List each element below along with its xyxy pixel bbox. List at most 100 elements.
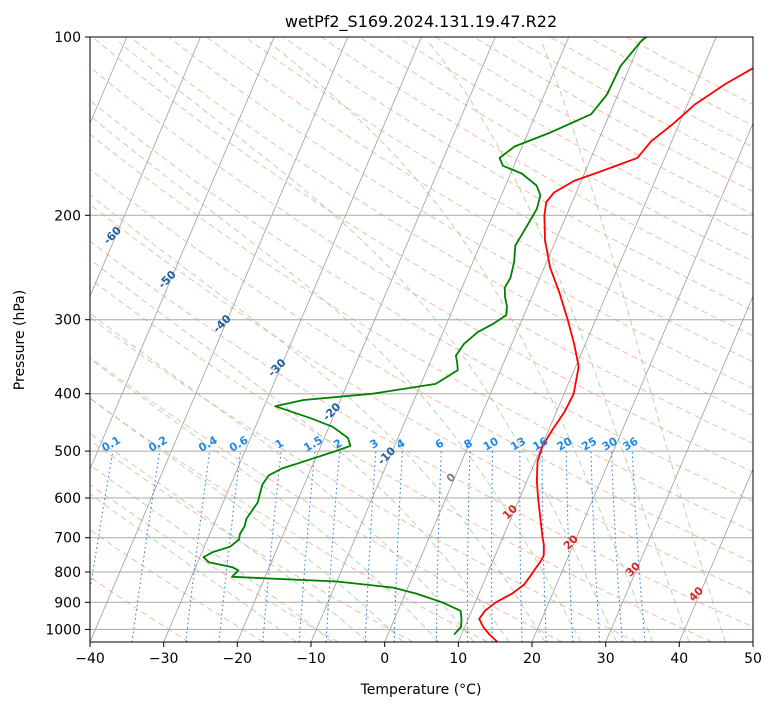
dry-adiabat xyxy=(90,576,190,642)
moist-adiabat-label: 30 xyxy=(623,559,643,579)
y-tick-label: 900 xyxy=(54,595,81,611)
mixing-ratio-line xyxy=(218,451,241,642)
isotherm xyxy=(752,640,753,642)
dry-adiabat xyxy=(359,37,753,263)
isotherm xyxy=(310,37,570,642)
mixing-ratio-label: 3 xyxy=(368,437,381,452)
x-tick-label: −40 xyxy=(75,651,105,667)
mixing-ratio-line xyxy=(325,451,341,642)
moist-adiabat xyxy=(268,41,654,642)
isotherm xyxy=(384,37,643,642)
tick-layer: −40 −30 −20 −10 0 10 20 30 40 5010020030040050060… xyxy=(45,30,762,667)
dry-adiabat xyxy=(90,483,339,642)
mixing-ratio-line xyxy=(262,451,282,642)
mixing-ratio-line xyxy=(631,451,646,642)
x-tick-label: −10 xyxy=(296,651,326,667)
moist-adiabat-label: 20 xyxy=(561,532,581,552)
dry-adiabat-label: -30 xyxy=(265,356,288,379)
moist-adiabat xyxy=(90,493,297,642)
x-tick-label: 40 xyxy=(670,651,688,667)
isotherm xyxy=(90,37,201,298)
moist-adiabat xyxy=(428,41,690,642)
y-tick-label: 100 xyxy=(54,30,81,46)
dry-adiabat xyxy=(90,397,488,642)
x-tick-label: −20 xyxy=(223,651,253,667)
moist-adiabat xyxy=(90,358,439,642)
dry-adiabat-label: -60 xyxy=(101,224,124,247)
mixing-ratio-line xyxy=(435,451,442,642)
mixing-ratio-label: 4 xyxy=(394,436,407,451)
isotherm xyxy=(90,37,275,471)
isotherm xyxy=(163,37,422,642)
dry-adiabat-label: -20 xyxy=(320,400,343,423)
dry-adiabat-label: -50 xyxy=(156,268,179,291)
moist-adiabat xyxy=(541,41,727,642)
isotherm xyxy=(236,37,496,642)
isotherm xyxy=(605,295,753,642)
mixing-ratio-line xyxy=(393,451,403,642)
isotherm xyxy=(678,468,753,642)
dry-adiabat xyxy=(244,37,753,337)
y-tick-label: 400 xyxy=(54,387,81,403)
moist-adiabat xyxy=(118,41,618,642)
dry-adiabat-label: -80 xyxy=(0,135,14,158)
y-tick-label: 800 xyxy=(54,565,81,581)
isotherm xyxy=(457,37,717,642)
moist-adiabat xyxy=(90,432,368,642)
mixing-ratio-line xyxy=(364,451,377,642)
moist-adiabat xyxy=(90,115,582,642)
dry-adiabat xyxy=(91,37,753,445)
dry-adiabat xyxy=(90,529,264,642)
dry-adiabat xyxy=(282,37,753,312)
isotherm xyxy=(90,37,349,642)
y-tick-label: 700 xyxy=(54,531,81,547)
y-tick-label: 500 xyxy=(54,444,81,460)
moist-adiabat-label: 0 xyxy=(444,470,459,485)
dry-adiabat xyxy=(130,37,753,417)
y-axis-label: Pressure (hPa) xyxy=(12,290,28,390)
mixing-ratio-line xyxy=(185,451,211,642)
mixing-ratio-line xyxy=(131,451,161,642)
mixing-ratio-label: 1 xyxy=(273,437,286,452)
y-tick-label: 1000 xyxy=(45,622,81,638)
dry-adiabat-label: -40 xyxy=(211,312,234,335)
temperature-profile xyxy=(478,67,753,642)
dry-adiabat xyxy=(90,278,712,642)
plot-frame xyxy=(89,36,754,643)
grid-layer xyxy=(90,37,753,642)
series-layer xyxy=(202,37,753,642)
moist-adiabat xyxy=(90,397,404,642)
dry-adiabat xyxy=(90,99,753,502)
x-tick-label: 0 xyxy=(380,651,389,667)
mixing-ratio-line xyxy=(541,451,547,642)
moist-adiabat-label: 40 xyxy=(686,584,706,604)
dry-adiabat xyxy=(90,440,414,642)
dewpoint-profile xyxy=(202,37,647,636)
mixing-ratio-line xyxy=(491,451,494,642)
x-tick-label: 10 xyxy=(449,651,467,667)
mixing-ratio-line xyxy=(90,451,114,593)
moist-adiabat xyxy=(90,312,475,642)
dry-adiabat xyxy=(90,133,753,533)
isotherm xyxy=(531,122,753,642)
dry-adiabat xyxy=(549,37,753,148)
y-tick-label: 200 xyxy=(54,208,81,224)
moist-adiabat xyxy=(90,194,546,642)
dry-adiabat xyxy=(90,203,753,595)
x-tick-label: 50 xyxy=(744,651,762,667)
dry-adiabat xyxy=(435,37,753,215)
chart-title: wetPf2_S169.2024.131.19.47.R22 xyxy=(285,12,557,32)
dry-adiabat xyxy=(90,356,563,642)
mixing-ratio-line xyxy=(466,451,471,642)
x-tick-label: 30 xyxy=(597,651,615,667)
y-tick-label: 600 xyxy=(54,491,81,507)
mixing-ratio-line xyxy=(565,451,574,642)
moist-adiabat xyxy=(90,464,333,642)
x-axis-label: Temperature (°C) xyxy=(360,682,482,698)
y-tick-label: 300 xyxy=(54,313,81,329)
mixing-ratio-line xyxy=(298,451,316,642)
dry-adiabat xyxy=(511,37,753,170)
dry-adiabat xyxy=(90,240,753,628)
dry-adiabat xyxy=(206,37,753,363)
